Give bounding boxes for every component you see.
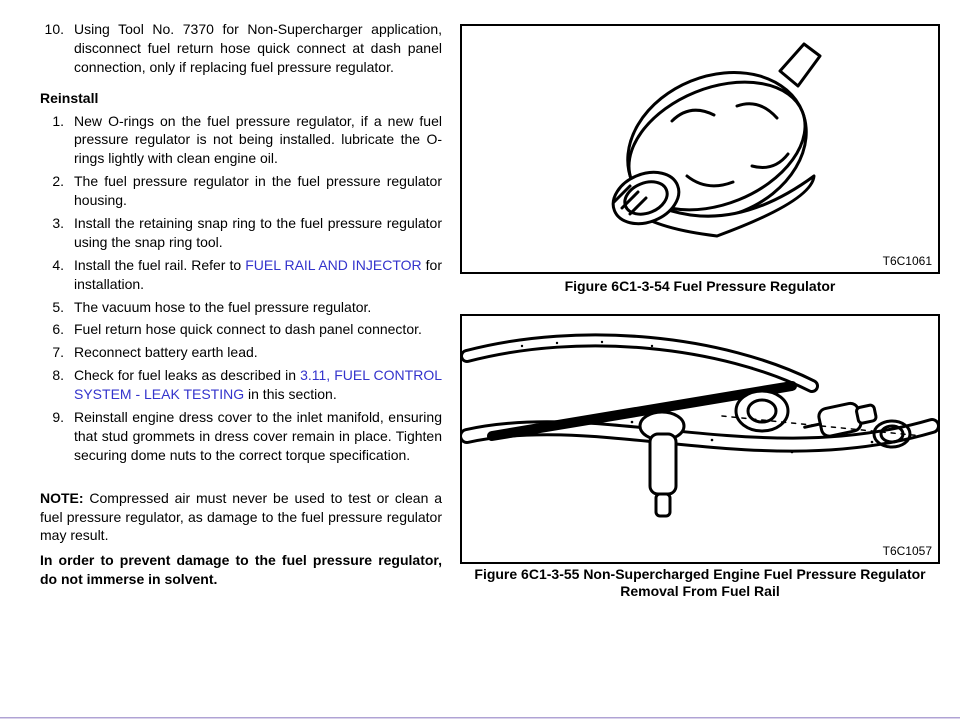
reinstall-item: 6. Fuel return hose quick connect to das… bbox=[40, 320, 442, 339]
figure-column: T6C1061 Figure 6C1-3-54 Fuel Pressure Re… bbox=[460, 20, 940, 718]
item-text: The fuel pressure regulator in the fuel … bbox=[74, 172, 442, 210]
text-column: 10. Using Tool No. 7370 for Non-Supercha… bbox=[40, 20, 460, 718]
reinstall-heading: Reinstall bbox=[40, 89, 442, 108]
item-number: 7. bbox=[40, 343, 74, 362]
page: 10. Using Tool No. 7370 for Non-Supercha… bbox=[0, 0, 960, 720]
item-text: Install the fuel rail. Refer to FUEL RAI… bbox=[74, 256, 442, 294]
item-number: 3. bbox=[40, 214, 74, 252]
reinstall-item: 8. Check for fuel leaks as described in … bbox=[40, 366, 442, 404]
item-text: New O-rings on the fuel pressure regulat… bbox=[74, 112, 442, 169]
reinstall-item: 7. Reconnect battery earth lead. bbox=[40, 343, 442, 362]
reinstall-item: 2. The fuel pressure regulator in the fu… bbox=[40, 172, 442, 210]
figure-frame-regulator: T6C1061 bbox=[460, 24, 940, 274]
item-number: 2. bbox=[40, 172, 74, 210]
item-number: 5. bbox=[40, 298, 74, 317]
note-text: NOTE: Compressed air must never be used … bbox=[40, 489, 442, 546]
reinstall-item: 9. Reinstall engine dress cover to the i… bbox=[40, 408, 442, 465]
figure-id: T6C1061 bbox=[883, 254, 932, 268]
step-number: 10. bbox=[40, 20, 74, 77]
item-number: 4. bbox=[40, 256, 74, 294]
item-number: 1. bbox=[40, 112, 74, 169]
note-body: Compressed air must never be used to tes… bbox=[40, 490, 442, 544]
note-label: NOTE: bbox=[40, 490, 84, 506]
item-text: Check for fuel leaks as described in 3.1… bbox=[74, 366, 442, 404]
step-text: Using Tool No. 7370 for Non-Supercharger… bbox=[74, 20, 442, 77]
reinstall-item: 1. New O-rings on the fuel pressure regu… bbox=[40, 112, 442, 169]
reinstall-item: 3. Install the retaining snap ring to th… bbox=[40, 214, 442, 252]
item-text: Install the retaining snap ring to the f… bbox=[74, 214, 442, 252]
reinstall-item: 4. Install the fuel rail. Refer to FUEL … bbox=[40, 256, 442, 294]
item-posttext: in this section. bbox=[244, 386, 337, 402]
reinstall-list: 1. New O-rings on the fuel pressure regu… bbox=[40, 112, 442, 465]
figure-frame-removal: T6C1057 bbox=[460, 314, 940, 564]
fuel-rail-injector-link[interactable]: FUEL RAIL AND INJECTOR bbox=[245, 257, 421, 273]
item-text: Fuel return hose quick connect to dash p… bbox=[74, 320, 442, 339]
footer-divider bbox=[0, 717, 960, 719]
figure-id: T6C1057 bbox=[883, 544, 932, 558]
figure-caption: Figure 6C1-3-55 Non-Supercharged Engine … bbox=[460, 566, 940, 601]
item-number: 9. bbox=[40, 408, 74, 465]
item-pretext: Check for fuel leaks as described in bbox=[74, 367, 300, 383]
item-text: Reconnect battery earth lead. bbox=[74, 343, 442, 362]
fuel-pressure-regulator-icon bbox=[462, 26, 938, 272]
figure-caption: Figure 6C1-3-54 Fuel Pressure Regulator bbox=[460, 278, 940, 296]
item-number: 8. bbox=[40, 366, 74, 404]
item-number: 6. bbox=[40, 320, 74, 339]
note-emphasis: In order to prevent damage to the fuel p… bbox=[40, 551, 442, 589]
step-10: 10. Using Tool No. 7370 for Non-Supercha… bbox=[40, 20, 442, 77]
item-text: Reinstall engine dress cover to the inle… bbox=[74, 408, 442, 465]
item-pretext: Install the fuel rail. Refer to bbox=[74, 257, 245, 273]
item-text: The vacuum hose to the fuel pressure reg… bbox=[74, 298, 442, 317]
regulator-removal-icon bbox=[462, 316, 938, 562]
note-block: NOTE: Compressed air must never be used … bbox=[40, 489, 442, 589]
reinstall-item: 5. The vacuum hose to the fuel pressure … bbox=[40, 298, 442, 317]
